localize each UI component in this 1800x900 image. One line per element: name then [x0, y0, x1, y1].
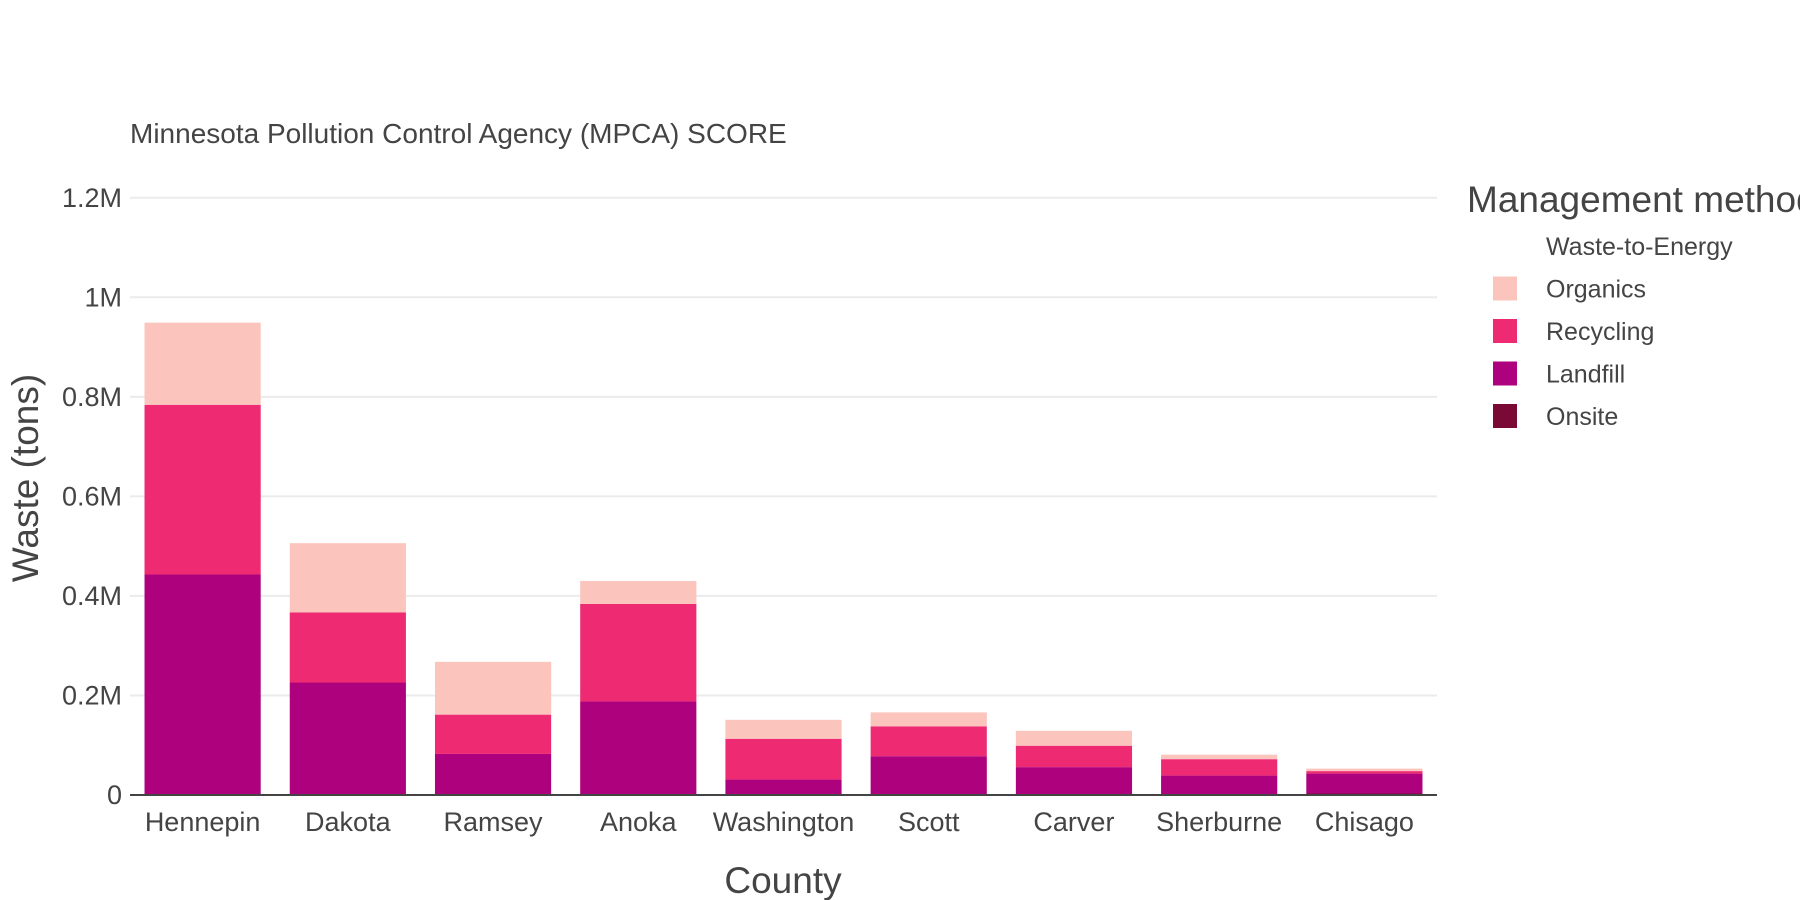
legend-label[interactable]: Onsite	[1546, 403, 1618, 431]
legend-swatch-organics[interactable]	[1493, 276, 1517, 301]
bar-hennepin-landfill	[144, 574, 261, 795]
legend-label[interactable]: Organics	[1546, 276, 1646, 304]
bar-scott-landfill	[870, 756, 987, 795]
legend-items: Waste-to-Energy Organics Recycling Landfill…	[1493, 233, 1733, 431]
bar-carver-recycling	[1015, 745, 1133, 768]
bar-washington-organics	[725, 719, 842, 739]
legend-label[interactable]: Recycling	[1546, 318, 1654, 346]
bar-carver-organics	[1015, 730, 1133, 746]
bar-sherburne-recycling	[1161, 759, 1278, 776]
x-tick-label: Chisago	[1315, 807, 1414, 837]
bar-scott-recycling	[870, 726, 987, 757]
x-tick-label: Washington	[713, 807, 855, 837]
y-tick-label: 0.8M	[62, 382, 122, 412]
bar-chisago-organics	[1306, 768, 1423, 772]
y-axis-ticks: 0 0.2M 0.4M 0.6M 0.8M 1M 1.2M	[62, 183, 122, 810]
bar-sherburne-landfill	[1161, 775, 1278, 795]
legend-swatch-landfill[interactable]	[1493, 361, 1517, 386]
x-tick-label: Dakota	[305, 807, 392, 837]
x-tick-label: Sherburne	[1156, 807, 1282, 837]
legend-label[interactable]: Waste-to-Energy	[1546, 233, 1733, 261]
legend-label[interactable]: Landfill	[1546, 361, 1625, 389]
y-tick-label: 1.2M	[62, 183, 122, 213]
bar-chisago-recycling	[1306, 771, 1423, 774]
y-tick-label: 0.4M	[62, 581, 122, 611]
bar-ramsey-recycling	[434, 714, 552, 754]
bar-anoka-organics	[580, 580, 697, 604]
bars	[144, 322, 1423, 795]
bar-washington-landfill	[725, 779, 842, 795]
bar-hennepin-organics	[144, 322, 261, 405]
x-axis-title: County	[724, 860, 842, 900]
legend-swatch-onsite[interactable]	[1493, 404, 1517, 428]
bar-ramsey-organics	[434, 661, 552, 715]
x-tick-label: Hennepin	[145, 807, 261, 837]
bar-dakota-organics	[289, 543, 406, 613]
bar-hennepin-recycling	[144, 404, 261, 575]
x-tick-label: Scott	[898, 807, 960, 837]
bar-anoka-landfill	[580, 701, 697, 795]
bar-dakota-landfill	[289, 682, 406, 795]
legend-swatch-waste-to-energy[interactable]	[1493, 234, 1517, 258]
legend: Management method Waste-to-Energy Organic…	[1467, 179, 1800, 431]
x-tick-label: Anoka	[600, 807, 678, 837]
bar-washington-recycling	[725, 738, 842, 780]
bar-dakota-recycling	[289, 612, 406, 683]
y-tick-label: 0	[107, 780, 122, 810]
x-axis-ticks: Hennepin Dakota Ramsey Anoka Washington Scott…	[145, 807, 1414, 837]
bar-ramsey-landfill	[434, 753, 552, 795]
x-tick-label: Carver	[1033, 807, 1114, 837]
bar-anoka-recycling	[580, 603, 697, 702]
bar-scott-organics	[870, 712, 987, 727]
y-tick-label: 1M	[84, 282, 122, 312]
chart-title: Minnesota Pollution Control Agency (MPCA…	[130, 118, 787, 149]
bar-chisago-landfill	[1306, 773, 1423, 794]
bar-sherburne-organics	[1161, 754, 1278, 760]
y-axis-title: Waste (tons)	[5, 374, 46, 582]
bar-carver-landfill	[1015, 767, 1133, 795]
legend-title: Management method	[1467, 179, 1800, 220]
y-tick-label: 0.6M	[62, 481, 122, 511]
x-tick-label: Ramsey	[444, 807, 544, 837]
y-tick-label: 0.2M	[62, 680, 122, 710]
legend-swatch-recycling[interactable]	[1493, 319, 1517, 343]
